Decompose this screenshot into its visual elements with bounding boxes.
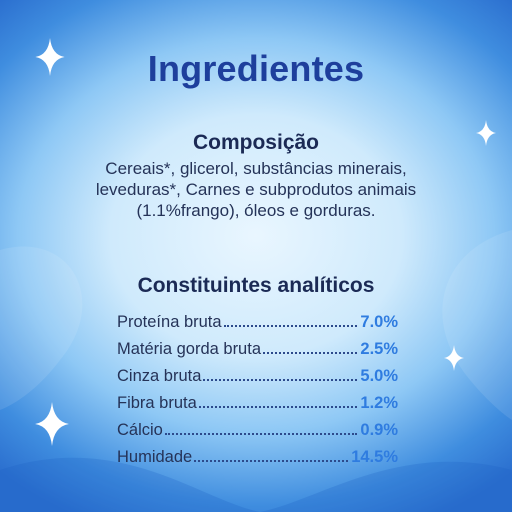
row-label: Humidade bbox=[117, 448, 193, 466]
table-row: Cálcio 0.9% bbox=[117, 421, 398, 448]
dot-leader bbox=[194, 460, 349, 462]
row-value: 1.2% bbox=[360, 394, 398, 412]
table-row: Matéria gorda bruta 2.5% bbox=[117, 340, 398, 367]
dot-leader bbox=[203, 379, 358, 381]
page-title: Ingredientes bbox=[147, 48, 365, 89]
row-value: 7.0% bbox=[360, 313, 398, 331]
row-value: 2.5% bbox=[360, 340, 398, 358]
dot-leader bbox=[263, 352, 358, 354]
row-value: 14.5% bbox=[351, 448, 398, 466]
row-value: 5.0% bbox=[360, 367, 398, 385]
analytical-heading: Constituintes analíticos bbox=[137, 274, 375, 297]
row-label: Cálcio bbox=[117, 421, 163, 439]
sparkle-icon bbox=[444, 345, 464, 371]
composition-line: leveduras*, Carnes e subprodutos animais bbox=[95, 180, 417, 199]
composition-text: Cereais*, glicerol, substâncias minerais… bbox=[56, 158, 456, 221]
row-label: Fibra bruta bbox=[117, 394, 197, 412]
row-label: Matéria gorda bruta bbox=[117, 340, 261, 358]
analytical-table: Proteína bruta 7.0% Matéria gorda bruta … bbox=[117, 313, 398, 475]
table-row: Cinza bruta 5.0% bbox=[117, 367, 398, 394]
sparkle-icon bbox=[35, 38, 65, 76]
table-row: Fibra bruta 1.2% bbox=[117, 394, 398, 421]
sparkle-icon bbox=[476, 120, 496, 146]
dot-leader bbox=[198, 406, 358, 408]
sparkle-icon bbox=[35, 402, 69, 446]
composition-line: (1.1%frango), óleos e gorduras. bbox=[136, 201, 376, 220]
row-label: Proteína bruta bbox=[117, 313, 222, 331]
dot-leader bbox=[164, 433, 358, 435]
composition-line: Cereais*, glicerol, substâncias minerais… bbox=[105, 159, 407, 178]
row-label: Cinza bruta bbox=[117, 367, 202, 385]
composition-heading: Composição bbox=[192, 131, 320, 154]
table-row: Humidade 14.5% bbox=[117, 448, 398, 475]
row-value: 0.9% bbox=[360, 421, 398, 439]
table-row: Proteína bruta 7.0% bbox=[117, 313, 398, 340]
dot-leader bbox=[223, 325, 358, 327]
